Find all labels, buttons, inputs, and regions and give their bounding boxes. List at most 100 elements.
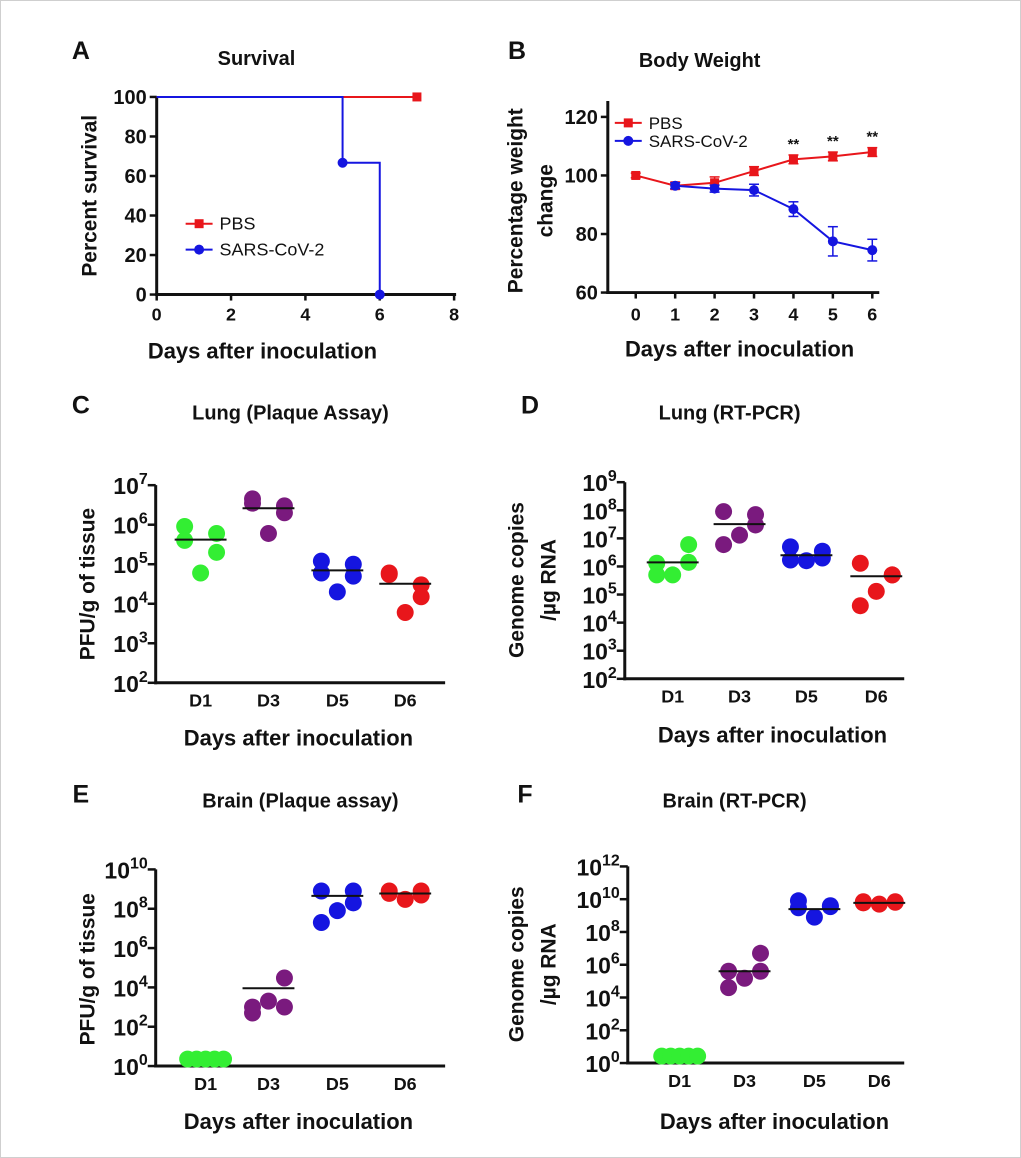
legend-label: SARS-CoV-2 <box>649 132 748 151</box>
data-point-D3 <box>275 998 293 1016</box>
data-point <box>710 178 720 188</box>
x-tick-label: 6 <box>375 305 385 325</box>
data-point-D5 <box>312 914 330 931</box>
x-tick-label: D5 <box>795 687 818 707</box>
x-tick-label: 1 <box>670 305 680 325</box>
data-point <box>670 180 681 191</box>
chart-title: Lung (Plaque Assay) <box>192 402 389 424</box>
y-tick-label: 105 <box>582 581 617 609</box>
data-point-D5 <box>312 882 330 900</box>
data-point-D5 <box>344 567 362 585</box>
data-point-D6 <box>396 604 414 622</box>
x-tick-label: 0 <box>152 305 162 325</box>
data-point-D5 <box>344 894 362 912</box>
data-point-D5 <box>312 552 330 570</box>
data-point <box>867 245 878 256</box>
y-tick-label: 102 <box>113 669 148 697</box>
data-point-D1 <box>208 543 226 561</box>
data-point-D3 <box>752 944 769 962</box>
y-axis-label: /µg RNA <box>537 539 560 621</box>
y-tick-label: 1012 <box>577 852 620 880</box>
y-tick-label: 104 <box>582 609 617 637</box>
data-point-D3 <box>259 524 277 542</box>
x-axis-label: Days after inoculation <box>148 338 377 363</box>
data-point-D6 <box>412 576 430 594</box>
x-tick-label: D6 <box>868 1071 891 1091</box>
y-tick-label: 105 <box>113 550 148 578</box>
data-point-D3 <box>715 536 733 554</box>
data-point-D3 <box>275 969 293 987</box>
data-point <box>374 289 385 300</box>
x-tick-label: D6 <box>394 1074 417 1094</box>
y-axis-label: /µg RNA <box>537 923 560 1005</box>
x-tick-label: 0 <box>631 305 641 325</box>
data-point <box>749 185 760 196</box>
chart-title: Body Weight <box>639 50 761 72</box>
x-axis-label: Days after inoculation <box>184 1109 413 1134</box>
data-point-D1 <box>208 524 226 542</box>
data-point-D6 <box>851 554 869 572</box>
y-tick-label: 100 <box>113 1052 148 1080</box>
data-point <box>828 151 838 161</box>
data-point-D1 <box>215 1050 233 1068</box>
data-point-D3 <box>715 503 733 521</box>
y-tick-label: 106 <box>585 951 620 979</box>
y-tick-label: 40 <box>125 205 147 227</box>
y-tick-label: 100 <box>585 1049 620 1077</box>
data-point-D3 <box>747 506 765 524</box>
y-tick-label: 0 <box>136 285 147 307</box>
data-point <box>788 154 798 164</box>
y-tick-label: 1010 <box>577 885 620 913</box>
panel-letter: C <box>72 391 90 419</box>
series-line-SARS-CoV-2 <box>156 95 381 295</box>
data-point-D1 <box>176 518 194 535</box>
x-tick-label: D6 <box>865 687 888 707</box>
y-tick-label: 120 <box>565 107 598 129</box>
data-point-D6 <box>412 588 430 606</box>
legend-circle-marker <box>623 135 634 146</box>
data-point-D5 <box>797 552 815 570</box>
data-point-D5 <box>821 897 839 915</box>
data-point <box>337 157 348 168</box>
y-tick-label: 60 <box>576 283 598 305</box>
data-point <box>867 147 877 157</box>
data-point-D1 <box>689 1047 707 1065</box>
data-point <box>412 92 422 102</box>
y-tick-label: 102 <box>585 1016 620 1044</box>
x-tick-label: 6 <box>867 305 877 325</box>
y-tick-label: 102 <box>113 1013 148 1041</box>
y-tick-label: 104 <box>585 984 620 1012</box>
y-tick-label: 104 <box>113 973 148 1001</box>
x-tick-label: D3 <box>257 1074 280 1094</box>
data-point-D5 <box>312 564 330 582</box>
x-tick-label: D1 <box>668 1071 691 1091</box>
data-point-D3 <box>275 504 293 522</box>
x-tick-label: 8 <box>449 305 459 325</box>
data-point-D6 <box>854 893 872 911</box>
y-tick-label: 80 <box>125 126 147 148</box>
significance-stars: ** <box>827 133 839 150</box>
x-tick-label: D6 <box>394 691 417 711</box>
y-axis-label: Genome copies <box>506 502 529 658</box>
x-axis-label: Days after inoculation <box>184 726 413 751</box>
panel-letter: E <box>73 781 90 809</box>
legend-label: SARS-CoV-2 <box>220 240 325 260</box>
panel-letter: A <box>72 37 90 65</box>
significance-stars: ** <box>866 129 878 146</box>
y-axis-label: Percent survival <box>78 115 101 277</box>
data-point <box>749 166 759 176</box>
y-tick-label: 108 <box>113 895 148 923</box>
y-tick-label: 60 <box>125 166 147 188</box>
data-point-D6 <box>412 882 430 900</box>
data-point-D1 <box>680 536 698 554</box>
y-tick-label: 1010 <box>104 855 147 883</box>
y-axis-label: PFU/g of tissue <box>76 508 99 660</box>
x-tick-label: 3 <box>749 305 759 325</box>
data-point-D6 <box>380 882 398 900</box>
y-tick-label: 107 <box>113 471 148 499</box>
data-point-D1 <box>192 564 210 582</box>
y-tick-label: 103 <box>582 637 617 665</box>
x-tick-label: 4 <box>788 305 798 325</box>
y-tick-label: 104 <box>113 590 148 618</box>
x-tick-label: D3 <box>728 687 751 707</box>
